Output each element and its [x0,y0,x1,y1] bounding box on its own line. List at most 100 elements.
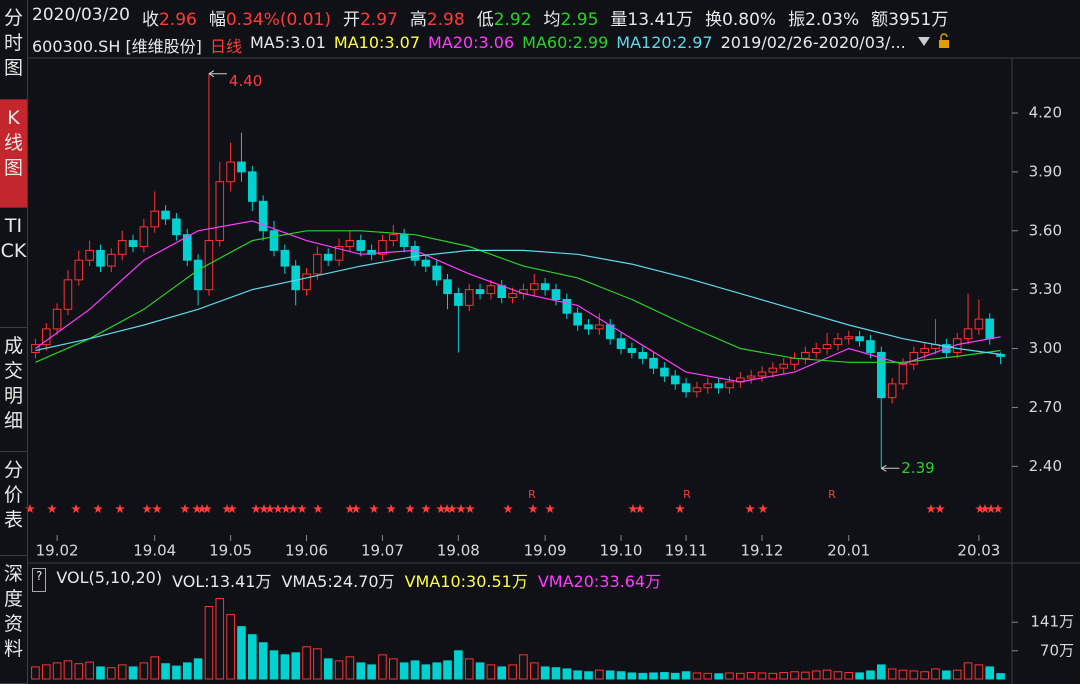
quote-value: 2.03% [805,10,860,30]
quote-value: 2.96 [158,10,197,30]
x-tick-label: 19.06 [285,542,328,560]
quote-label: 振 [788,10,806,30]
volume-bar [367,664,376,680]
candle-body [833,338,843,346]
volume-bar [508,664,517,680]
date-range: 2019/02/26-2020/03/... [720,33,906,52]
candle-body [204,240,214,291]
y-tick-label: 2.70 [1029,398,1062,416]
volume-bar [486,664,496,680]
sidebar-tab[interactable]: TICK [0,208,27,328]
volume-bar [822,669,832,680]
ma-line [35,220,1001,383]
candle-body [410,245,420,261]
candle-body [811,348,821,353]
ma-value: MA20:3.06 [428,33,515,52]
y-tick-label: 3.00 [1029,339,1062,357]
volume-bar [746,672,756,680]
volume-bar [909,670,919,680]
volume-bar [660,672,669,680]
signal-star [675,504,685,513]
x-tick-label: 19.07 [361,542,404,560]
candle-body [302,273,311,291]
signal-star [180,504,190,513]
volume-bar [757,672,767,680]
volume-bar [942,670,951,680]
volume-title: VOL(5,10,20) [56,568,163,587]
vma-value: VOL:13.41万 [172,572,272,591]
candle-body [128,240,138,247]
quote-item: 均2.95 [544,5,599,30]
sidebar-tab[interactable]: 成交明细 [0,328,27,452]
quote-item: 高2.98 [410,5,465,30]
candle-body [421,259,431,267]
volume-bar [605,670,615,680]
volume-bar [790,671,799,680]
ma-value: MA10:3.07 [333,33,421,52]
annotation-arrow [881,464,900,472]
event-marker: R [683,488,691,501]
candle-body [985,318,995,340]
volume-bar [931,668,940,680]
signal-star [152,504,162,513]
volume-bar [866,670,875,680]
candle-body [974,318,984,330]
volume-bar [128,666,138,680]
volume-bar [725,672,734,680]
candle-body [464,289,474,306]
x-tick-label: 19.11 [665,542,708,560]
y-tick-label: 3.60 [1029,221,1062,239]
candle-body [790,357,799,365]
volume-bar [551,667,561,680]
quote-label: 低 [476,10,494,30]
candle-body [345,240,355,247]
volume-bar [280,654,290,680]
quote-item: 振2.03% [788,5,859,30]
quote-item: 低2.92 [477,5,532,30]
volume-bar [204,606,214,680]
candle-body [996,353,1005,357]
quote-label: 高 [409,10,427,30]
candle-body [291,265,300,291]
x-tick-label: 20.03 [957,542,1000,560]
sidebar-tab[interactable]: 分价表 [0,452,27,556]
volume-bar [475,662,485,680]
signal-star [986,504,996,513]
volume-bar [454,650,463,680]
volume-bar [161,663,170,680]
ma-value: MA5:3.01 [249,33,326,52]
candle-body [529,283,539,291]
volume-bar [779,672,788,680]
signal-star [71,504,81,513]
candle-body [399,234,409,247]
help-icon[interactable]: ? [32,568,47,592]
indicator-bar: 600300.SH [维维股份] 日线 MA5:3.01 MA10:3.07 MA2… [32,33,954,57]
signal-star [222,504,232,513]
signal-star [421,504,431,513]
volume-bar [898,669,908,680]
x-tick-label: 19.05 [209,542,252,560]
candle-body [388,234,398,242]
candle-body [248,171,257,202]
sidebar-tab[interactable]: 深度资料 [0,556,27,684]
quote-value: 2.98 [426,10,465,30]
volume-bar [150,656,160,680]
volume-bar [378,654,387,680]
quote-value: 0.80% [722,10,777,30]
quote-label: 量 [610,10,628,30]
sidebar-tab[interactable]: 分时图 [0,0,27,100]
candle-body [801,351,810,359]
candle-body [313,253,322,275]
quote-value: 13.41万 [627,10,694,30]
candle-body [280,249,290,267]
candle-body [41,328,51,346]
icons[interactable] [914,33,954,49]
toolbar-icons[interactable] [914,33,954,57]
sidebar-tab[interactable]: K线图 [0,100,27,208]
signal-star [628,504,638,513]
quote-item: 额3951万 [871,5,948,30]
candle-body [454,293,463,306]
candle-body [551,289,561,300]
x-tick-label: 19.09 [524,542,567,560]
